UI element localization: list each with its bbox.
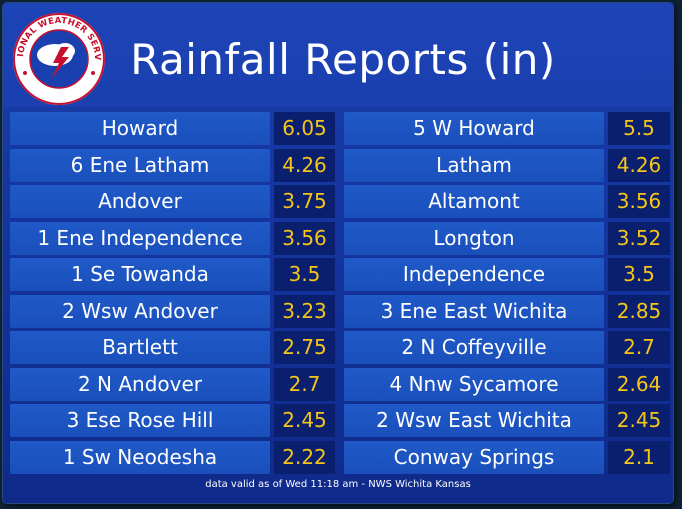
location-name: 4 Nnw Sycamore [344, 367, 604, 401]
table-row: 2 Wsw Andover 3.23 [10, 294, 670, 328]
rainfall-value: 3.75 [274, 185, 335, 218]
rainfall-value: 2.22 [274, 440, 335, 474]
rainfall-value: 4.26 [274, 148, 335, 182]
location-name: 1 Sw Neodesha [10, 440, 270, 474]
table-row: Latham 4.26 [10, 148, 670, 182]
location-name: 1 Se Towanda [10, 258, 270, 291]
rainfall-value: 6.05 [274, 112, 335, 145]
rainfall-value: 2.85 [608, 294, 670, 328]
location-name: 2 Wsw East Wichita [344, 404, 604, 437]
table-row: 3 Ene East Wichita 2.85 [10, 294, 670, 328]
table-row: Conway Springs 2.1 [10, 440, 670, 474]
rainfall-value: 3.56 [274, 221, 335, 255]
location-name: 3 Ese Rose Hill [10, 404, 270, 437]
table-row: 1 Sw Neodesha 2.22 [10, 440, 670, 474]
table-row: 1 Ene Independence 3.56 [10, 221, 670, 255]
location-name: Latham [344, 148, 604, 182]
rainfall-value: 3.5 [274, 258, 335, 291]
rainfall-value: 3.56 [608, 185, 670, 218]
table-row: Independence 3.5 [10, 258, 670, 291]
location-name: Howard [10, 112, 270, 145]
table-row: 6 Ene Latham 4.26 [10, 148, 670, 182]
graphic-frame: NATIONAL WEATHER SERVICE Rainfall Report… [3, 3, 673, 503]
location-name: 3 Ene East Wichita [344, 294, 604, 328]
location-name: 6 Ene Latham [10, 148, 270, 182]
table-row: Andover 3.75 [10, 185, 670, 218]
rainfall-value: 5.5 [608, 112, 670, 145]
page-title: Rainfall Reports (in) [130, 35, 556, 84]
location-name: 2 N Andover [10, 367, 270, 401]
location-name: Altamont [344, 185, 604, 218]
rainfall-value: 2.64 [608, 367, 670, 401]
table-row: 3 Ese Rose Hill 2.45 [10, 404, 670, 437]
location-name: 1 Ene Independence [10, 221, 270, 255]
rainfall-table: Howard 6.05 6 Ene Latham 4.26 Andover 3.75 1 E… [10, 112, 670, 474]
table-row: 5 W Howard 5.5 [10, 112, 670, 145]
location-name: Andover [10, 185, 270, 218]
rainfall-value: 2.7 [608, 331, 670, 364]
location-name: Longton [344, 221, 604, 255]
table-row: Howard 6.05 [10, 112, 670, 145]
table-row: Altamont 3.56 [10, 185, 670, 218]
rainfall-value: 2.1 [608, 440, 670, 474]
table-row: 2 N Coffeyville 2.7 [10, 331, 670, 364]
table-row: 1 Se Towanda 3.5 [10, 258, 670, 291]
table-row: Longton 3.52 [10, 221, 670, 255]
rainfall-value: 4.26 [608, 148, 670, 182]
table-row: 2 Wsw East Wichita 2.45 [10, 404, 670, 437]
rainfall-value: 2.45 [608, 404, 670, 437]
rainfall-value: 3.23 [274, 294, 335, 328]
location-name: Conway Springs [344, 440, 604, 474]
rainfall-value: 2.7 [274, 367, 335, 401]
table-row: 2 N Andover 2.7 [10, 367, 670, 401]
nws-logo-icon: NATIONAL WEATHER SERVICE [11, 11, 105, 105]
location-name: 2 N Coffeyville [344, 331, 604, 364]
table-row: Bartlett 2.75 [10, 331, 670, 364]
location-name: Bartlett [10, 331, 270, 364]
rainfall-value: 2.75 [274, 331, 335, 364]
rainfall-value: 3.52 [608, 221, 670, 255]
rainfall-value: 2.45 [274, 404, 335, 437]
location-name: 2 Wsw Andover [10, 294, 270, 328]
table-row: 4 Nnw Sycamore 2.64 [10, 367, 670, 401]
location-name: Independence [344, 258, 604, 291]
footer-note: data valid as of Wed 11:18 am - NWS Wich… [205, 479, 471, 490]
location-name: 5 W Howard [344, 112, 604, 145]
header-band [3, 3, 673, 107]
rainfall-value: 3.5 [608, 258, 670, 291]
